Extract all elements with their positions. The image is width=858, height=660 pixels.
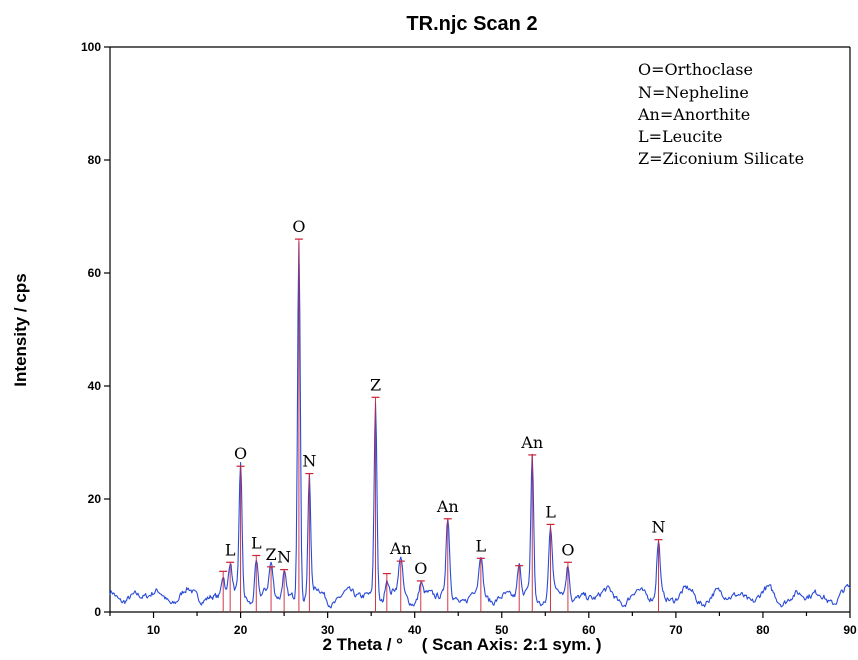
y-tick-label: 20 [88,492,102,506]
peak-markers [219,238,663,612]
y-tick-label: 60 [88,266,102,280]
y-tick-label: 40 [88,379,102,393]
peak-label: N [651,518,665,537]
legend-entry: O=Orthoclase [638,60,753,79]
x-tick-label: 60 [582,623,596,637]
peak-label: Z [370,375,381,394]
peak-label: L [225,540,236,559]
y-axis-label: Intensity / cps [11,273,30,386]
legend: O=Orthoclase N=Nepheline An=Anorthite L=… [637,60,804,168]
y-ticks: 0 20 40 60 80 100 [81,40,110,619]
peak-label: O [234,444,247,463]
peak-label: An [436,497,459,516]
peak-label: O [414,559,427,578]
peak-label: N [302,452,316,471]
y-tick-label: 0 [94,605,101,619]
chart-title: TR.njc Scan 2 [406,13,537,35]
legend-entry: N=Nepheline [638,83,749,102]
peak-label: N [277,548,291,567]
x-tick-label: 50 [495,623,509,637]
diffraction-pattern-line [109,241,851,609]
plot-frame [109,46,851,613]
x-tick-label: 70 [669,623,683,637]
y-tick-label: 80 [88,153,102,167]
peak-label: O [292,217,305,236]
x-tick-label: 10 [147,623,161,637]
x-tick-label: 40 [408,623,422,637]
legend-entry: L=Leucite [638,127,722,146]
legend-entry: An=Anorthite [637,105,750,124]
peak-label: L [251,534,262,553]
x-axis-label-main: 2 Theta / ° [322,635,403,654]
x-tick-label: 90 [843,623,857,637]
y-tick-label: 100 [81,40,101,54]
peak-label: L [545,502,556,521]
x-axis-label: 2 Theta / ° ( Scan Axis: 2:1 sym. ) [322,635,601,654]
peak-label: An [520,433,543,452]
peak-label: Z [265,545,276,564]
peak-label: L [476,536,487,555]
x-ticks: 10 20 30 40 50 60 70 80 90 [109,612,857,637]
x-tick-label: 80 [756,623,770,637]
x-axis-label-note: ( Scan Axis: 2:1 sym. ) [422,635,602,654]
peak-label: O [561,540,574,559]
peak-label: An [389,539,412,558]
x-tick-label: 30 [321,623,335,637]
x-tick-label: 20 [234,623,248,637]
legend-entry: Z=Ziconium Silicate [638,149,804,168]
